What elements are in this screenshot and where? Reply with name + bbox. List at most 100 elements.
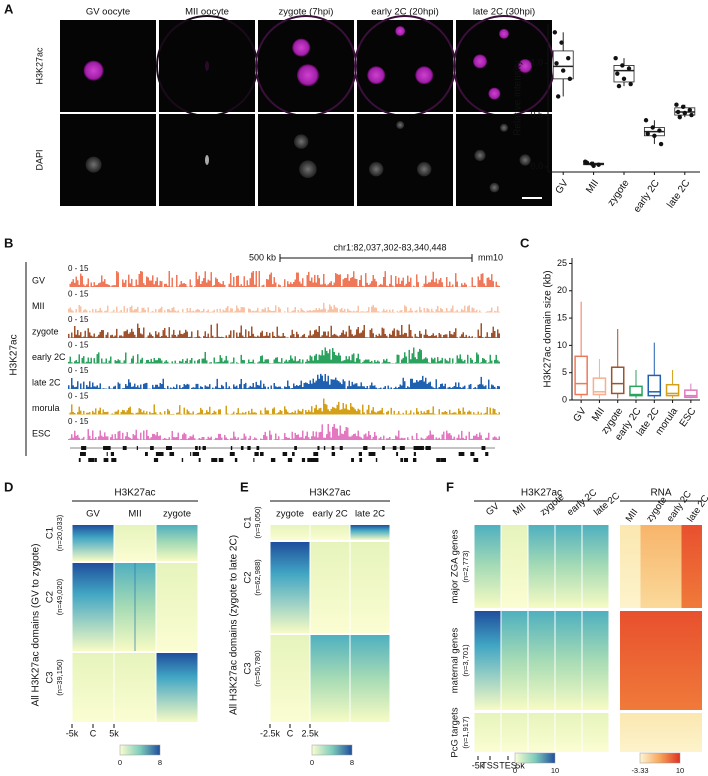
heatmap-block <box>555 611 582 710</box>
gene <box>301 458 306 462</box>
data-point <box>615 71 620 76</box>
gene <box>413 452 416 456</box>
y-tick-label: 20 <box>557 285 567 295</box>
scale-label: 0 <box>513 766 517 775</box>
column-label: GV <box>86 509 100 520</box>
box <box>684 389 698 399</box>
gene <box>192 452 196 456</box>
data-point <box>650 125 655 130</box>
data-point <box>674 102 679 107</box>
scale-label: 8 <box>350 758 354 767</box>
nucleus <box>369 162 384 177</box>
nucleus <box>85 156 102 173</box>
spindle <box>205 61 209 71</box>
track-name: ESC <box>32 428 51 438</box>
gene <box>79 452 86 456</box>
x-tick-label: 2.5k <box>301 728 319 738</box>
x-tick-label: C <box>90 728 97 738</box>
group-n: (n=3,701) <box>461 644 470 677</box>
data-point <box>554 61 559 66</box>
track-range: 0 - 15 <box>68 341 89 350</box>
row-label: DAPI <box>34 149 44 170</box>
gene <box>458 452 465 456</box>
y-axis-label: Relative intensity <box>513 60 524 136</box>
y-axis-label: All H3K27ac domains (GV to zygote) <box>31 544 42 707</box>
group-label: PcG targets <box>450 707 461 757</box>
signal-track <box>68 373 500 389</box>
rna-heatmap-block <box>640 525 661 608</box>
nucleus <box>83 60 104 81</box>
x-tick-label: C <box>287 728 294 738</box>
group-n: (n=1,917) <box>461 716 470 749</box>
gene <box>473 458 479 462</box>
data-point <box>689 112 694 118</box>
x-tick-label: zygote <box>606 178 632 209</box>
gene <box>110 452 115 456</box>
track-name: zygote <box>32 326 59 336</box>
heatmap-block <box>528 611 555 710</box>
gene <box>211 458 217 462</box>
box <box>574 355 588 396</box>
data-point <box>567 76 573 82</box>
x-tick-label: MII <box>590 406 607 424</box>
x-tick-label: 5k <box>109 728 119 738</box>
gene <box>106 452 108 456</box>
gene <box>229 452 233 456</box>
gene <box>190 452 192 456</box>
track-range: 0 - 15 <box>68 366 89 375</box>
data-point <box>620 63 625 68</box>
heatmap-block <box>474 713 501 752</box>
column-label: zygote <box>644 495 669 524</box>
header: H3K27ac <box>309 488 350 499</box>
group-n: (n=2,773) <box>461 550 470 583</box>
gene <box>260 452 264 456</box>
heatmap-block <box>350 542 390 633</box>
nucleus <box>367 66 386 85</box>
gene <box>396 452 399 456</box>
gene <box>198 458 201 462</box>
heatmap-block <box>555 525 582 608</box>
signal-track <box>68 271 500 287</box>
data-point <box>626 66 632 71</box>
x-tick-label: ESC <box>678 406 699 429</box>
signal-track <box>68 398 500 415</box>
rna-heatmap-block <box>681 713 702 752</box>
header: H3K27ac <box>114 488 155 499</box>
rna-heatmap-block <box>620 611 641 710</box>
heatmap-block <box>555 713 582 752</box>
spindle <box>205 155 209 165</box>
panel-label: A <box>4 1 14 16</box>
nucleus <box>500 123 508 132</box>
gene <box>88 458 95 462</box>
data-point <box>584 160 590 165</box>
rna-heatmap-block <box>661 525 682 608</box>
gene <box>440 458 447 462</box>
gene <box>413 458 417 462</box>
color-scale <box>311 744 353 756</box>
group-label: major ZGA genes <box>450 529 461 603</box>
nucleus <box>488 87 501 100</box>
column-label: MII <box>511 501 528 518</box>
y-axis-label: H3K27ac <box>9 334 20 375</box>
panel-label: E <box>240 479 249 494</box>
nucleus <box>292 38 311 57</box>
nucleus <box>499 28 509 39</box>
gene <box>155 452 160 456</box>
group-label: maternal genes <box>450 628 461 694</box>
box <box>592 377 607 396</box>
nucleus <box>473 54 487 69</box>
x-tick-label: early 2C <box>632 178 662 215</box>
heatmap-block <box>582 611 609 710</box>
panel-label: C <box>520 235 530 250</box>
gene <box>400 458 403 462</box>
cluster-n: (n=49,020) <box>55 578 64 615</box>
cluster-n: (n=9,050) <box>253 506 262 539</box>
data-point <box>552 30 558 35</box>
heatmap-block <box>310 635 350 722</box>
heatmap-block <box>270 635 310 722</box>
gene <box>195 452 197 456</box>
scale-label: 8 <box>158 758 162 767</box>
signal-track <box>68 424 500 440</box>
color-scale <box>639 752 681 764</box>
y-tick-label: 5 <box>562 367 567 377</box>
